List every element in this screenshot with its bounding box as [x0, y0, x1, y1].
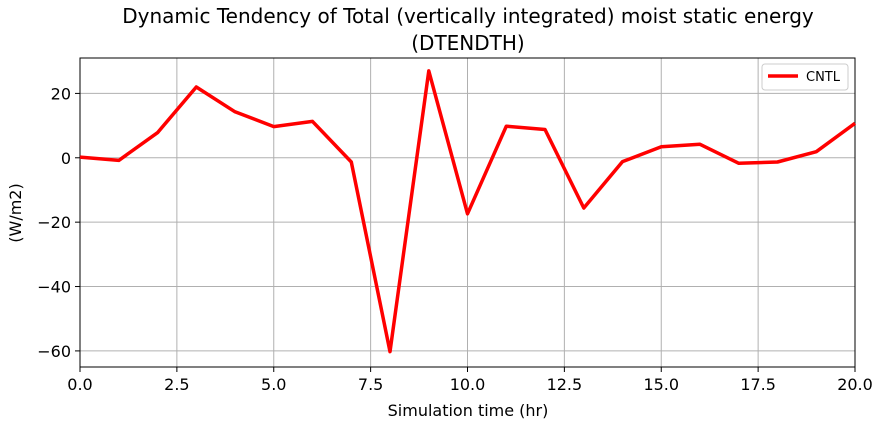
series-line-cntl [79, 69, 857, 354]
x-tick-label: 0.0 [67, 375, 92, 394]
legend: CNTL [761, 63, 849, 91]
y-tick-label: −20 [37, 213, 71, 232]
y-tick-label: 20 [51, 84, 71, 103]
x-tick-label: 5.0 [261, 375, 286, 394]
x-tick-label: 7.5 [358, 375, 383, 394]
x-tick-label: 2.5 [164, 375, 189, 394]
y-axis-label: (W/m2) [6, 183, 25, 242]
x-tick-label: 20.0 [837, 375, 873, 394]
x-tick-label: 15.0 [643, 375, 679, 394]
chart-title-line-1: Dynamic Tendency of Total (vertically in… [122, 4, 814, 28]
y-tick-label: 0 [61, 149, 71, 168]
x-tick-label: 10.0 [450, 375, 486, 394]
legend-label-cntl: CNTL [806, 70, 841, 85]
x-tick-label: 17.5 [740, 375, 776, 394]
x-tick-label: 12.5 [547, 375, 583, 394]
grid [79, 58, 856, 367]
y-axis-ticks: 20 0 −20 −40 −60 [37, 84, 80, 361]
chart-title-line-2: (DTENDTH) [411, 31, 524, 55]
x-axis-label: Simulation time (hr) [388, 401, 549, 420]
legend-box [761, 63, 849, 91]
y-tick-label: −40 [37, 278, 71, 297]
x-axis-ticks: 0.0 2.5 5.0 7.5 10.0 12.5 15.0 17.5 20.0 [67, 367, 873, 394]
y-tick-label: −60 [37, 342, 71, 361]
series-layer [79, 69, 857, 354]
